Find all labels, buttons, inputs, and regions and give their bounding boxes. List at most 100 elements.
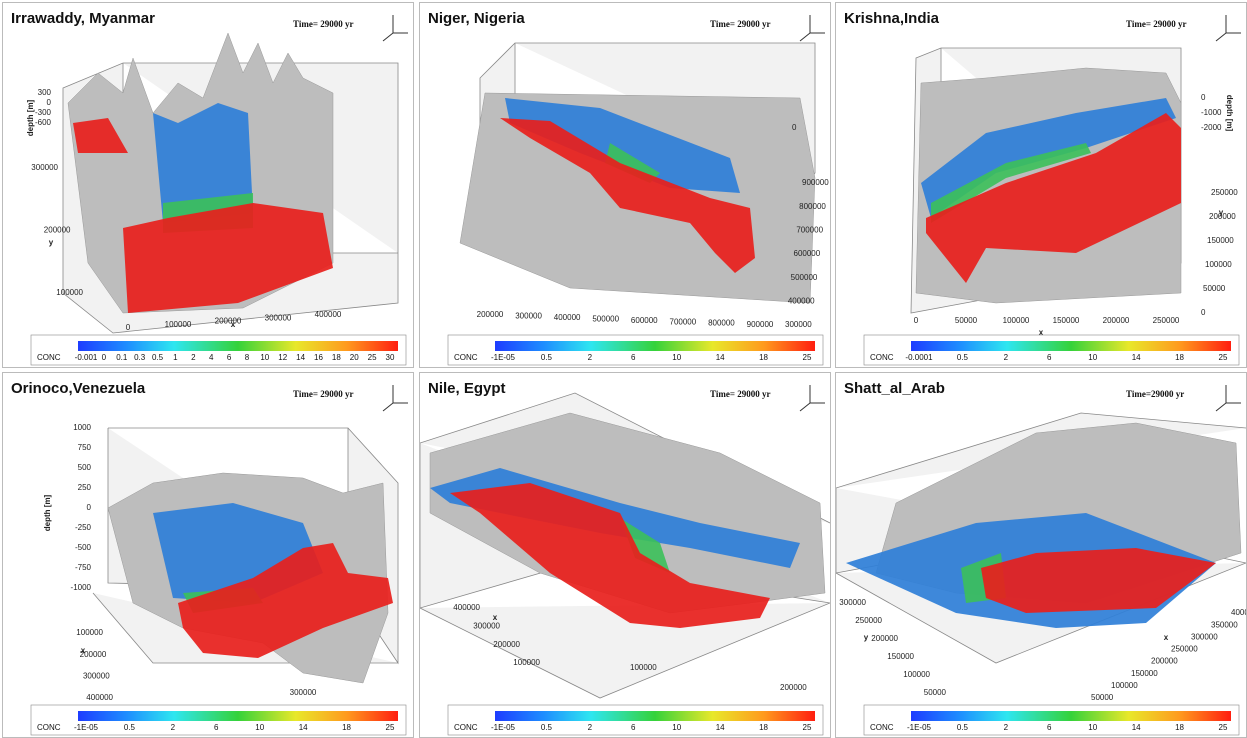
axis-tick-label: 200000 — [1151, 657, 1178, 666]
axis-title: depth [m] — [1225, 95, 1234, 132]
axis-tick-label: 0 — [1201, 308, 1206, 317]
colorbar-tick-label: 0 — [102, 353, 107, 362]
axis-tick-label: 200000 — [44, 226, 71, 235]
colorbar-label: CONC — [870, 353, 894, 362]
axis-tick-label: 700000 — [670, 317, 697, 326]
colorbar-tick-label: -1E-05 — [907, 723, 932, 732]
time-label: Time= 29000 yr — [1126, 19, 1186, 29]
colorbar-tick-label: 2 — [1004, 723, 1009, 732]
axis-tick-label: 100000 — [1111, 681, 1138, 690]
colorbar-label: CONC — [454, 353, 478, 362]
axis-tick-label: 300000 — [473, 621, 500, 630]
axis-tick-label: -1000 — [71, 583, 92, 592]
colorbar-tick-label: -0.001 — [75, 353, 98, 362]
colorbar-tick-label: 0.5 — [152, 353, 164, 362]
colorbar — [78, 341, 398, 351]
axis-tick-label: 0 — [1201, 93, 1206, 102]
plot-panel: Krishna,India Time= 29000 yr 0 -1000 -2000 25… — [835, 2, 1247, 368]
colorbar-tick-label: 10 — [672, 723, 681, 732]
axis-tick-label: 100000 — [630, 663, 657, 672]
axis-tick-label: 100000 — [903, 670, 930, 679]
axis-triad — [799, 385, 825, 412]
axis-triad — [1215, 385, 1241, 412]
colorbar-tick-label: 0.3 — [134, 353, 146, 362]
colorbar — [911, 711, 1231, 721]
plot-3d: Orinoco,Venezuela Time= 29000 yr 1000 750 50… — [11, 380, 408, 736]
axis-tick-label: 200000 — [215, 317, 242, 326]
colorbar-tick-label: 10 — [1088, 723, 1097, 732]
axis-tick-label: 250000 — [1153, 316, 1180, 325]
axis-tick-label: 900000 — [802, 178, 829, 187]
colorbar-tick-label: 0.5 — [957, 723, 969, 732]
axis-tick-label: 50000 — [1203, 284, 1226, 293]
colorbar-tick-label: 8 — [245, 353, 250, 362]
colorbar-tick-label: 25 — [386, 723, 395, 732]
axis-tick-label: 400000 — [788, 296, 815, 305]
axis-title: depth [m] — [43, 494, 52, 531]
colorbar — [495, 341, 815, 351]
axis-tick-label: 200000 — [871, 634, 898, 643]
colorbar-tick-label: 18 — [1175, 723, 1184, 732]
axis-triad — [382, 15, 408, 42]
axis-triad — [799, 15, 825, 42]
time-label: Time= 29000 yr — [293, 19, 353, 29]
colorbar-tick-label: 6 — [631, 353, 636, 362]
axis-tick-label: 800000 — [708, 319, 735, 328]
colorbar-tick-label: 2 — [191, 353, 196, 362]
axis-tick-label: 50000 — [955, 316, 978, 325]
axis-tick-label: 150000 — [1131, 669, 1158, 678]
axis-tick-label: -1000 — [1201, 108, 1222, 117]
colorbar-tick-label: 10 — [260, 353, 269, 362]
colorbar-tick-label: 10 — [1088, 353, 1097, 362]
axis-title: x — [231, 320, 236, 329]
colorbar-tick-label: 0.1 — [116, 353, 128, 362]
colorbar-tick-label: 25 — [1219, 723, 1228, 732]
axis-tick-label: 0 — [47, 98, 52, 107]
axis-tick-label: 50000 — [924, 688, 947, 697]
colorbar-tick-label: 4 — [209, 353, 214, 362]
blue-zone — [153, 103, 253, 223]
axis-tick-label: 750 — [78, 443, 92, 452]
axis-tick-label: 800000 — [799, 202, 826, 211]
colorbar-tick-label: 25 — [1219, 353, 1228, 362]
axis-tick-label: 400000 — [86, 693, 113, 702]
red-plume — [981, 548, 1216, 613]
axis-tick-label: 300 — [38, 88, 52, 97]
axis-tick-label: 150000 — [1207, 236, 1234, 245]
colorbar-tick-label: 12 — [278, 353, 287, 362]
axis-tick-label: -750 — [75, 563, 92, 572]
colorbar-tick-label: -1E-05 — [74, 723, 99, 732]
colorbar-tick-label: -0.0001 — [905, 353, 933, 362]
axis-tick-label: 100000 — [513, 658, 540, 667]
axis-tick-label: 250 — [78, 483, 92, 492]
axis-tick-label: -500 — [75, 543, 92, 552]
axis-tick-label: -300 — [35, 108, 52, 117]
colorbar-tick-label: 6 — [631, 723, 636, 732]
axis-tick-label: 0 — [914, 316, 919, 325]
green-zone — [605, 143, 660, 183]
colorbar-tick-label: 10 — [672, 353, 681, 362]
axis-tick-label: 300000 — [839, 598, 866, 607]
axis-tick-label: 300000 — [83, 671, 110, 680]
time-label: Time= 29000 yr — [710, 19, 770, 29]
colorbar-tick-label: 18 — [1175, 353, 1184, 362]
axis-tick-label: 300000 — [290, 688, 317, 697]
colorbar-label: CONC — [37, 723, 61, 732]
colorbar-tick-label: 14 — [296, 353, 305, 362]
panel-title: Irrawaddy, Myanmar — [11, 10, 155, 27]
colorbar-label: CONC — [454, 723, 478, 732]
red-plume — [926, 113, 1181, 283]
colorbar-tick-label: 14 — [1132, 353, 1141, 362]
axis-tick-label: 250000 — [1171, 645, 1198, 654]
colorbar-tick-label: 18 — [759, 353, 768, 362]
colorbar-tick-label: 6 — [214, 723, 219, 732]
red-plume — [178, 543, 393, 658]
colorbar-tick-label: 6 — [1047, 723, 1052, 732]
axis-tick-label: 200000 — [1103, 316, 1130, 325]
colorbar-tick-label: 14 — [299, 723, 308, 732]
axis-tick-label: 1000 — [73, 423, 91, 432]
axis-tick-label: 400000 — [453, 603, 480, 612]
axis-tick-label: 200000 — [493, 640, 520, 649]
green-zone — [620, 518, 670, 573]
